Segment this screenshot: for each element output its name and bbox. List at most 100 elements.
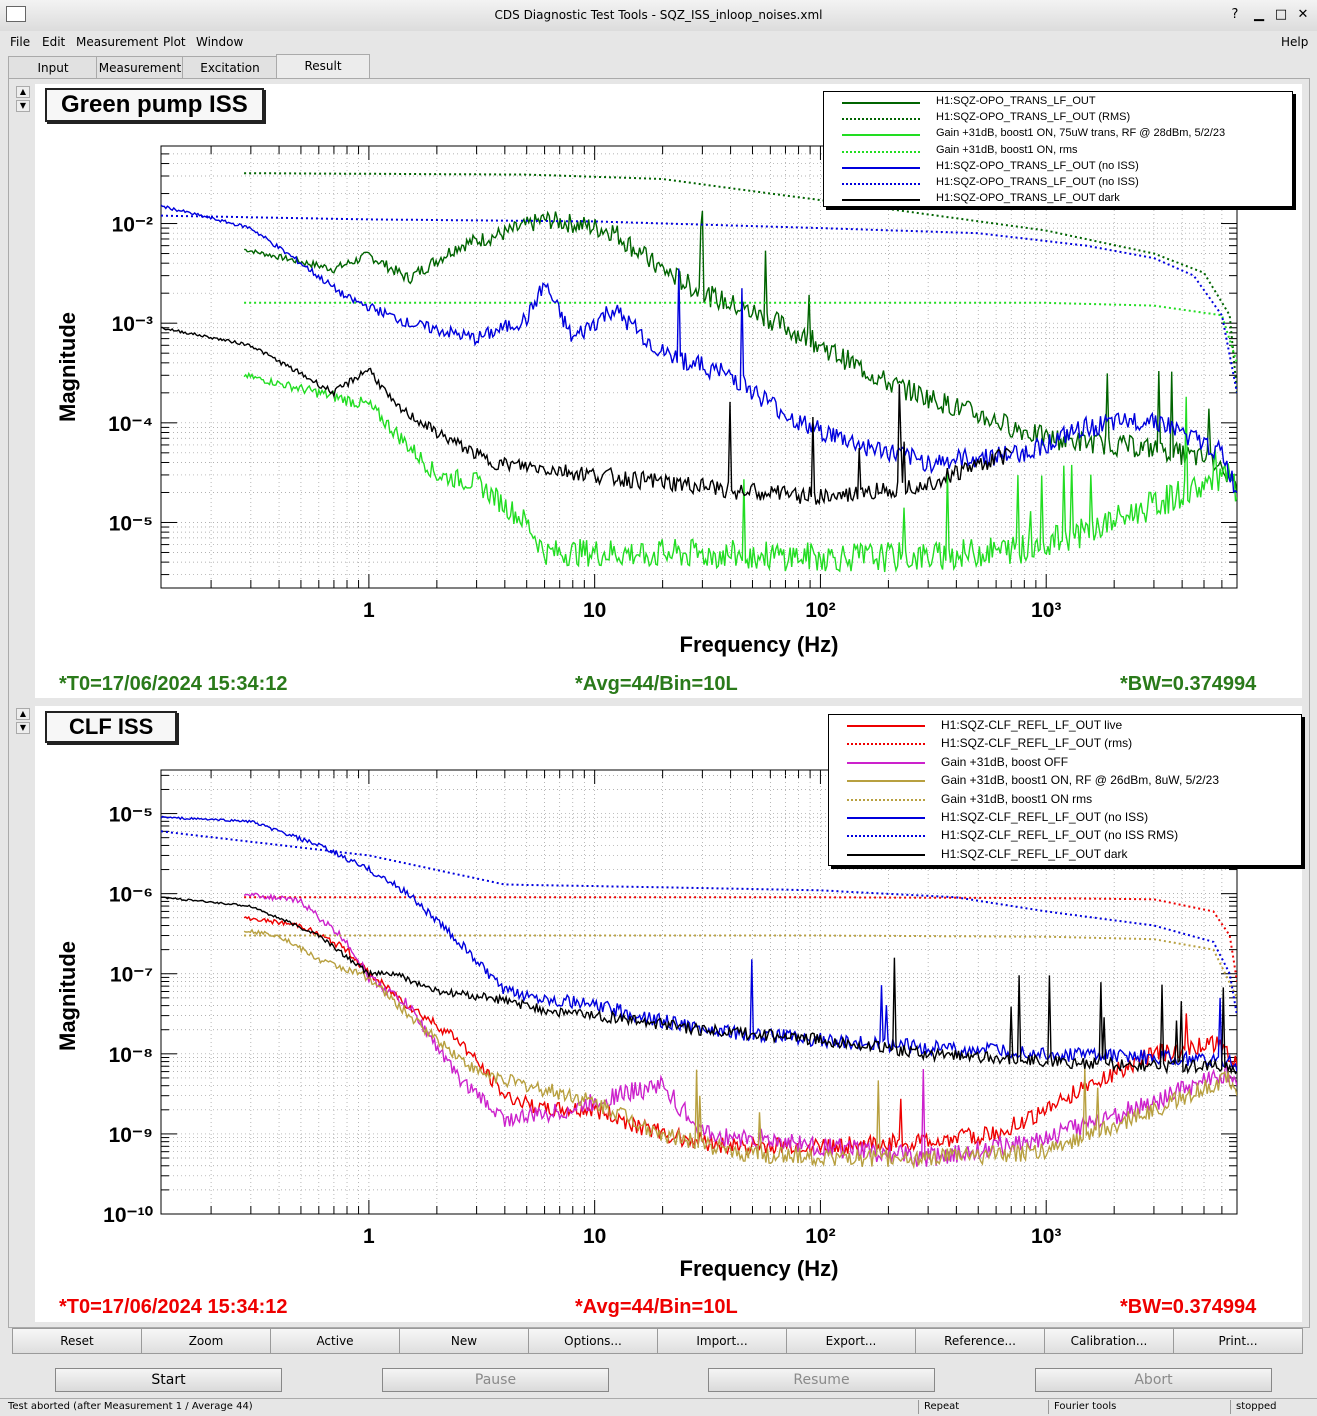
window-icon: [6, 6, 26, 22]
y-tick-label: 10⁻⁵: [109, 804, 153, 827]
legend-label: H1:SQZ-OPO_TRANS_LF_OUT (no ISS): [936, 176, 1139, 188]
legend-label: H1:SQZ-OPO_TRANS_LF_OUT: [936, 95, 1096, 107]
series-line: [161, 326, 1012, 506]
window-titlebar: CDS Diagnostic Test Tools - SQZ_ISS_inlo…: [0, 0, 1317, 32]
info-avg: *Avg=44/Bin=10L: [575, 673, 738, 695]
pad2-up-arrow-icon[interactable]: ▲: [16, 708, 30, 720]
export-button[interactable]: Export...: [786, 1328, 916, 1354]
series-line: [161, 204, 1237, 494]
tab-input[interactable]: Input: [8, 56, 98, 78]
series-line: [244, 934, 1237, 999]
new-button[interactable]: New: [399, 1328, 529, 1354]
print-button[interactable]: Print...: [1173, 1328, 1303, 1354]
plot-pad-clf-iss[interactable]: CLF ISS 1 10 10² 10³ 10⁻⁵ 10⁻⁶ 10⁻⁷ 10⁻⁸ 10⁻⁹ 10⁻…: [35, 706, 1302, 1322]
legend-line-swatch: [847, 853, 925, 856]
y-tick-label: 10⁻³: [112, 313, 153, 336]
close-icon[interactable]: ✕: [1297, 7, 1309, 22]
legend-line-swatch: [842, 166, 920, 169]
plot-title: Green pump ISS: [45, 88, 264, 122]
y-tick-label: 10⁻⁷: [110, 964, 153, 987]
control-row: Start Pause Resume Abort: [0, 1362, 1317, 1396]
info-avg: *Avg=44/Bin=10L: [575, 1296, 738, 1318]
legend-label: Gain +31dB, boost1 ON rms: [941, 791, 1093, 806]
series-line: [161, 214, 1237, 393]
y-tick-label: 10⁻⁹: [109, 1124, 153, 1147]
status-bar: Test aborted (after Measurement 1 / Aver…: [0, 1398, 1317, 1416]
series-line: [244, 172, 1237, 393]
x-tick-label: 10: [583, 599, 606, 622]
active-button[interactable]: Active: [270, 1328, 400, 1354]
legend-label: Gain +31dB, boost1 ON, rms: [936, 143, 1078, 156]
reset-button[interactable]: Reset: [12, 1328, 142, 1354]
legend-line-swatch: [842, 118, 920, 121]
legend-label: H1:SQZ-OPO_TRANS_LF_OUT dark: [936, 192, 1120, 205]
legend-label: Gain +31dB, boost1 ON, 75uW trans, RF @ …: [936, 127, 1226, 140]
x-tick-label: 1: [363, 1225, 375, 1248]
pause-button[interactable]: Pause: [382, 1368, 609, 1392]
legend-label: Gain +31dB, boost1 ON, RF @ 26dBm, 8uW, …: [941, 773, 1219, 788]
menu-help[interactable]: Help: [1281, 35, 1309, 49]
menu-window[interactable]: Window: [196, 35, 244, 49]
start-button[interactable]: Start: [55, 1368, 282, 1392]
menu-measurement[interactable]: Measurement: [76, 35, 159, 49]
window-title: CDS Diagnostic Test Tools - SQZ_ISS_inlo…: [494, 8, 823, 22]
reference-button[interactable]: Reference...: [915, 1328, 1045, 1354]
minimize-icon[interactable]: ▁: [1254, 7, 1264, 22]
x-tick-label: 10²: [805, 1225, 835, 1248]
legend-line-swatch: [847, 743, 925, 746]
series-line: [243, 928, 1237, 1170]
plot-pad-green-pump[interactable]: Green pump ISS 1 10 10² 10³ 10⁻² 10⁻³ 10⁻⁴ 10⁻⁵…: [35, 84, 1302, 698]
help-icon[interactable]: ?: [1231, 7, 1239, 22]
options-button[interactable]: Options...: [528, 1328, 658, 1354]
x-axis-label: Frequency (Hz): [680, 1256, 839, 1281]
menu-bar: File Edit Measurement Plot Window Help: [0, 31, 1317, 53]
resume-button[interactable]: Resume: [708, 1368, 935, 1392]
series-line: [243, 371, 1237, 573]
zoom-button[interactable]: Zoom: [141, 1328, 271, 1354]
legend-line-swatch: [847, 780, 925, 783]
pad1-down-arrow-icon[interactable]: ▼: [16, 100, 30, 112]
pad2-down-arrow-icon[interactable]: ▼: [16, 722, 30, 734]
plot-button-row: Reset Zoom Active New Options... Import.…: [12, 1328, 1304, 1354]
calibration-button[interactable]: Calibration...: [1044, 1328, 1174, 1354]
legend-label: H1:SQZ-CLF_REFL_LF_OUT live: [941, 718, 1123, 732]
tab-excitation[interactable]: Excitation: [182, 56, 278, 78]
legend-label: H1:SQZ-OPO_TRANS_LF_OUT (no ISS): [936, 159, 1139, 172]
legend-line-swatch: [847, 725, 925, 727]
series-line: [243, 915, 1237, 1157]
menu-plot[interactable]: Plot: [163, 35, 186, 49]
abort-button[interactable]: Abort: [1035, 1368, 1272, 1392]
chart-green-pump-iss: 1 10 10² 10³ 10⁻² 10⁻³ 10⁻⁴ 10⁻⁵ Frequency (Hz) M…: [55, 145, 1238, 657]
series-line: [161, 896, 1237, 1075]
maximize-icon[interactable]: □: [1274, 7, 1288, 22]
tab-result[interactable]: Result: [276, 54, 370, 78]
status-repeat: Repeat: [924, 1401, 960, 1412]
y-tick-label: 10⁻⁶: [109, 884, 153, 907]
legend-label: H1:SQZ-CLF_REFL_LF_OUT (no ISS): [941, 810, 1149, 824]
plot-frame: [160, 145, 1238, 589]
menu-edit[interactable]: Edit: [42, 35, 66, 49]
y-tick-label: 10⁻²: [112, 214, 153, 237]
tab-measurement[interactable]: Measurement: [96, 56, 184, 78]
series-line: [244, 301, 1237, 364]
legend-line-swatch: [847, 817, 925, 819]
pad1-up-arrow-icon[interactable]: ▲: [16, 86, 30, 98]
x-tick-label: 1: [363, 599, 375, 622]
menu-file[interactable]: File: [10, 35, 31, 49]
legend-line-swatch: [847, 761, 925, 764]
legend-line-swatch: [842, 199, 920, 202]
series-line: [161, 830, 1237, 1016]
legend-label: H1:SQZ-CLF_REFL_LF_OUT (rms): [941, 736, 1133, 751]
x-tick-label: 10²: [805, 599, 835, 622]
legend-label: H1:SQZ-CLF_REFL_LF_OUT (no ISS RMS): [941, 828, 1179, 843]
series-group: [161, 815, 1237, 1170]
legend-label: Gain +31dB, boost OFF: [941, 754, 1069, 769]
info-t0: *T0=17/06/2024 15:34:12: [59, 1296, 288, 1318]
legend-line-swatch: [842, 150, 920, 153]
x-tick-label: 10: [583, 1225, 606, 1248]
y-axis-label: Magnitude: [55, 941, 80, 1051]
import-button[interactable]: Import...: [657, 1328, 787, 1354]
y-tick-label: 10⁻⁴: [108, 413, 153, 436]
info-bw: *BW=0.374994: [1120, 673, 1257, 695]
series-line: [161, 815, 1237, 1072]
